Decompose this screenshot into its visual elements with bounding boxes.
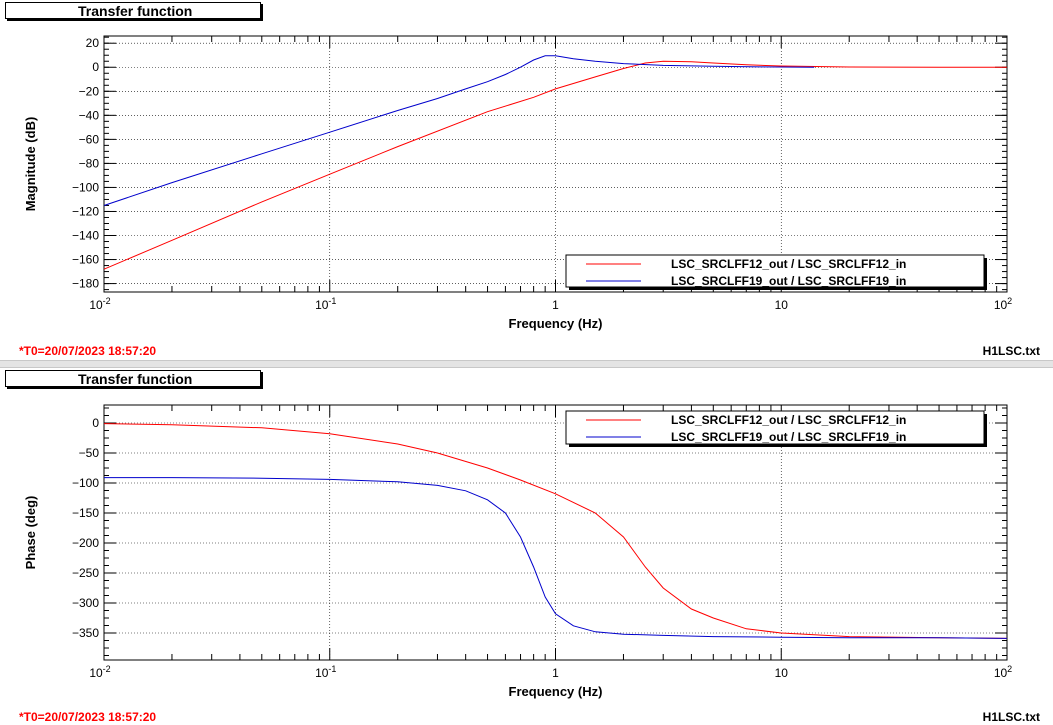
- mag-x-tick-label: 10-1: [315, 296, 336, 312]
- phase-y-tick-label: −200: [72, 536, 99, 550]
- mag-y-tick-label: −140: [72, 229, 99, 243]
- mag-legend-label-2: LSC_SRCLFF19_out / LSC_SRCLFF19_in: [671, 274, 906, 288]
- phase-y-tick-label: 0: [92, 416, 99, 430]
- phase-chart[interactable]: 10-2 10-1 1 10 102 0 −50 −100 −150 −200 −250 −300 −3…: [0, 368, 1053, 708]
- mag-plot-area: [104, 36, 1007, 292]
- phase-x-tick-label: 1: [552, 666, 559, 680]
- file-name: H1LSC.txt: [982, 344, 1040, 358]
- phase-y-tick-label: −100: [72, 476, 99, 490]
- phase-x-tick-label: 10: [775, 666, 789, 680]
- mag-y-tick-label: −80: [79, 156, 100, 170]
- magnitude-panel: Transfer function 10-2 10-1 1 10 102 20 0 −20 −4…: [0, 0, 1053, 360]
- phase-frame: [103, 404, 1008, 661]
- mag-y-tick-label: −180: [72, 277, 99, 291]
- mag-frame: [103, 35, 1008, 293]
- mag-legend: [565, 254, 985, 288]
- mag-y-tick-label: 20: [86, 36, 100, 50]
- phase-legend-label-1: LSC_SRCLFF12_out / LSC_SRCLFF12_in: [671, 413, 906, 427]
- phase-legend: [565, 410, 985, 445]
- phase-y-tick-label: −50: [79, 446, 100, 460]
- phase-series-line-2: [104, 477, 1008, 639]
- phase-y-tick-label: −250: [72, 566, 99, 580]
- mag-y-tick-label: 0: [92, 60, 99, 74]
- phase-y-tick-label: −150: [72, 506, 99, 520]
- t0-timestamp: *T0=20/07/2023 18:57:20: [19, 710, 157, 724]
- phase-x-tick-label: 10-2: [89, 664, 110, 680]
- mag-series-line-1: [103, 60, 1007, 270]
- magnitude-chart[interactable]: 10-2 10-1 1 10 102 20 0 −20 −40 −60 −80 −100 −120 −14…: [0, 0, 1053, 340]
- t0-timestamp: *T0=20/07/2023 18:57:20: [19, 344, 157, 358]
- phase-y-tick-label: −350: [72, 626, 99, 640]
- mag-y-tick-label: −120: [72, 204, 99, 218]
- file-name: H1LSC.txt: [982, 710, 1040, 724]
- phase-y-tick-label: −300: [72, 596, 99, 610]
- mag-x-tick-label: 10: [775, 298, 789, 312]
- mag-x-tick-label: 10-2: [89, 296, 110, 312]
- mag-x-tick-label: 102: [994, 296, 1012, 312]
- mag-series-line-2: [103, 55, 815, 206]
- phase-title-box: Transfer function: [5, 370, 261, 387]
- panel-divider[interactable]: [0, 360, 1053, 368]
- mag-y-tick-label: −20: [79, 84, 100, 98]
- mag-y-tick-label: −40: [79, 108, 100, 122]
- phase-legend-label-2: LSC_SRCLFF19_out / LSC_SRCLFF19_in: [671, 430, 906, 444]
- phase-x-tick-label: 102: [994, 664, 1012, 680]
- phase-x-axis-label: Frequency (Hz): [509, 684, 603, 699]
- mag-y-axis-label: Magnitude (dB): [23, 117, 38, 212]
- phase-x-tick-label: 10-1: [315, 664, 336, 680]
- phase-panel: Transfer function 10-2 10-1 1 10 102 0 −50 −100…: [0, 368, 1053, 725]
- phase-y-axis-label: Phase (deg): [23, 496, 38, 570]
- mag-legend-label-1: LSC_SRCLFF12_out / LSC_SRCLFF12_in: [671, 257, 906, 271]
- mag-y-tick-label: −100: [72, 180, 99, 194]
- mag-x-axis-label: Frequency (Hz): [509, 316, 603, 331]
- mag-y-tick-label: −60: [79, 132, 100, 146]
- phase-series-line-1: [103, 423, 1008, 639]
- mag-x-tick-label: 1: [552, 298, 559, 312]
- magnitude-title-box: Transfer function: [5, 2, 261, 19]
- mag-y-tick-label: −160: [72, 253, 99, 267]
